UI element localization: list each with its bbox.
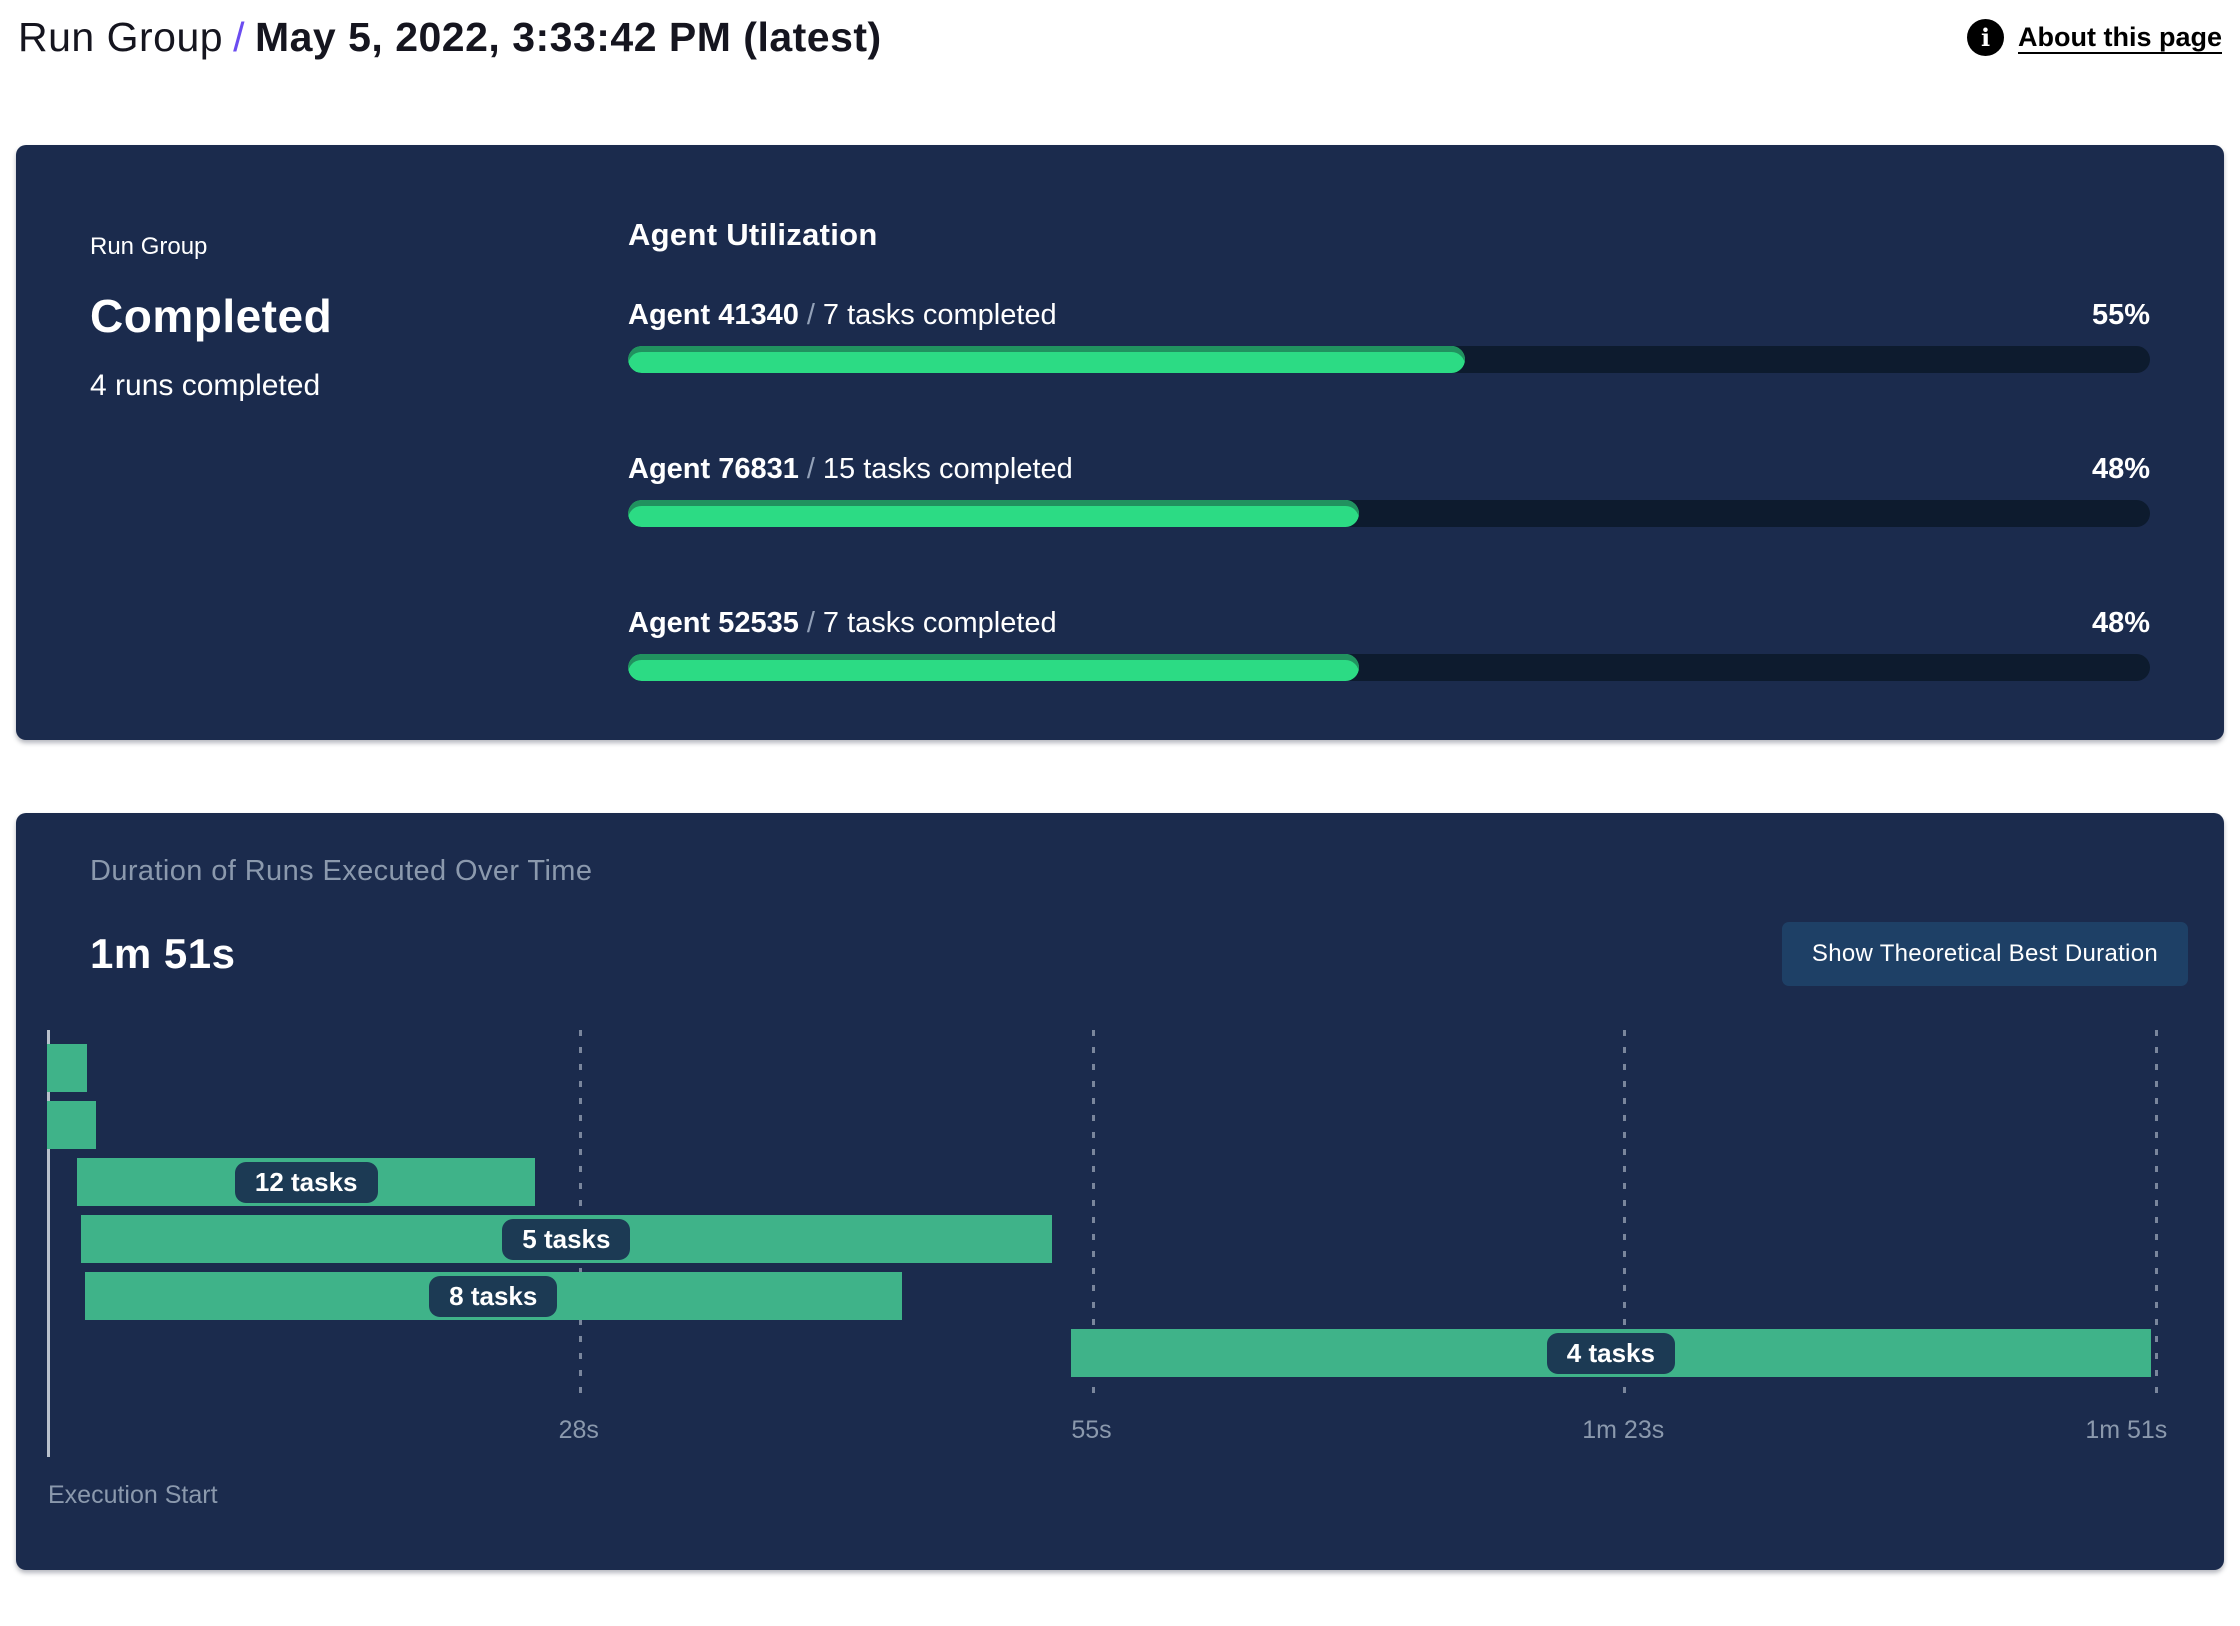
agent-progress-fill	[628, 346, 1466, 373]
agent-utilization-percent: 48%	[2091, 453, 2150, 485]
gantt-chart-area: 12 tasks 5 tasks 8 tasks 4 tasks 28s 55s 1m 2…	[47, 1030, 2168, 1457]
agent-utilization-percent: 55%	[2091, 299, 2150, 331]
status-value: Completed	[90, 290, 333, 342]
gridline-1m-51s	[2155, 1030, 2158, 1402]
agent-tasks-completed: 7 tasks completed	[822, 607, 1057, 639]
agent-label: Agent 52535/7 tasks completed	[628, 607, 1057, 640]
run-duration-bar[interactable]	[47, 1101, 97, 1149]
gantt-chart: 12 tasks 5 tasks 8 tasks 4 tasks 28s 55s 1m 2…	[47, 1030, 2168, 1510]
agent-label: Agent 41340/7 tasks completed	[628, 299, 1057, 332]
agent-name: Agent 41340	[628, 299, 799, 331]
tick-label: 55s	[1071, 1416, 1112, 1444]
agent-utilization-row: Agent 52535/7 tasks completed 48%	[628, 607, 2150, 681]
gridline-55s	[1091, 1030, 1095, 1402]
agent-label-separator: /	[806, 453, 815, 485]
run-duration-bar[interactable]: 12 tasks	[77, 1158, 536, 1206]
gridline-1m-23s	[1623, 1030, 1627, 1402]
agent-utilization-row: Agent 41340/7 tasks completed 55%	[628, 299, 2150, 373]
agent-tasks-completed: 7 tasks completed	[822, 299, 1057, 331]
gantt-row	[47, 1044, 2155, 1092]
agent-label-separator: /	[806, 299, 815, 331]
gantt-row: 12 tasks	[47, 1158, 2155, 1206]
agent-label-line: Agent 41340/7 tasks completed 55%	[628, 299, 2150, 332]
tick-label: 28s	[558, 1416, 599, 1444]
info-icon: i	[1967, 19, 2004, 56]
agent-utilization-section: Agent Utilization Agent 41340/7 tasks co…	[628, 217, 2150, 681]
agent-utilization-row: Agent 76831/15 tasks completed 48%	[628, 453, 2150, 527]
execution-start-label: Execution Start	[48, 1481, 218, 1509]
gantt-row: 8 tasks	[47, 1272, 2155, 1320]
tick-label: 1m 23s	[1582, 1416, 1665, 1444]
breadcrumb-current-run: May 5, 2022, 3:33:42 PM (latest)	[254, 14, 882, 60]
show-theoretical-best-duration-button[interactable]: Show Theoretical Best Duration	[1781, 922, 2188, 986]
task-count-pill: 8 tasks	[429, 1275, 558, 1317]
agent-tasks-completed: 15 tasks completed	[822, 453, 1073, 485]
breadcrumb: Run Group / May 5, 2022, 3:33:42 PM (lates…	[18, 14, 882, 61]
agent-utilization-list: Agent 41340/7 tasks completed 55% Agent 76…	[628, 299, 2150, 681]
task-count-pill: 12 tasks	[234, 1161, 378, 1203]
run-duration-bar[interactable]: 4 tasks	[1070, 1329, 2152, 1377]
execution-start-axis-line	[47, 1030, 50, 1457]
breadcrumb-separator: /	[233, 14, 245, 60]
about-link-label: About this page	[2018, 22, 2222, 52]
run-duration-bar[interactable]	[47, 1044, 87, 1092]
agent-progress-fill	[628, 654, 1359, 681]
about-this-page-link[interactable]: i About this page	[1967, 19, 2222, 56]
run-duration-bar[interactable]: 8 tasks	[84, 1272, 902, 1320]
gantt-row: 5 tasks	[47, 1215, 2155, 1263]
total-duration-value: 1m 51s	[90, 930, 236, 977]
chart-title-row: 1m 51s Show Theoretical Best Duration	[90, 922, 2188, 986]
tick-label: 1m 51s	[2085, 1416, 2168, 1444]
gantt-rows: 12 tasks 5 tasks 8 tasks 4 tasks	[47, 1030, 2155, 1377]
agent-name: Agent 76831	[628, 453, 799, 485]
gantt-row	[47, 1101, 2155, 1149]
status-card-label: Run Group	[90, 233, 208, 260]
chart-subtitle: Duration of Runs Executed Over Time	[90, 855, 593, 887]
agent-label: Agent 76831/15 tasks completed	[628, 453, 1073, 486]
x-axis-tick-labels: 28s 55s 1m 23s 1m 51s	[47, 1416, 2168, 1450]
agent-progress-fill	[628, 500, 1359, 527]
page-header: Run Group / May 5, 2022, 3:33:42 PM (lates…	[0, 0, 2240, 61]
agent-utilization-percent: 48%	[2091, 607, 2150, 639]
agent-progress-track	[628, 500, 2150, 527]
runs-completed-count: 4 runs completed	[90, 369, 321, 402]
task-count-pill: 5 tasks	[502, 1218, 631, 1260]
gantt-row: 4 tasks	[47, 1329, 2155, 1377]
breadcrumb-run-group[interactable]: Run Group	[18, 14, 224, 60]
run-duration-bar[interactable]: 5 tasks	[81, 1215, 1052, 1263]
run-group-summary-panel: Run Group Completed 4 runs completed Age…	[16, 145, 2224, 740]
task-count-pill: 4 tasks	[1546, 1332, 1675, 1374]
run-group-status-card: Run Group Completed 4 runs completed	[90, 217, 628, 680]
agent-utilization-heading: Agent Utilization	[628, 217, 878, 252]
duration-chart-panel: Duration of Runs Executed Over Time 1m 5…	[16, 813, 2224, 1570]
agent-label-line: Agent 76831/15 tasks completed 48%	[628, 453, 2150, 486]
agent-progress-track	[628, 346, 2150, 373]
agent-name: Agent 52535	[628, 607, 799, 639]
agent-label-line: Agent 52535/7 tasks completed 48%	[628, 607, 2150, 640]
agent-progress-track	[628, 654, 2150, 681]
agent-label-separator: /	[806, 607, 815, 639]
